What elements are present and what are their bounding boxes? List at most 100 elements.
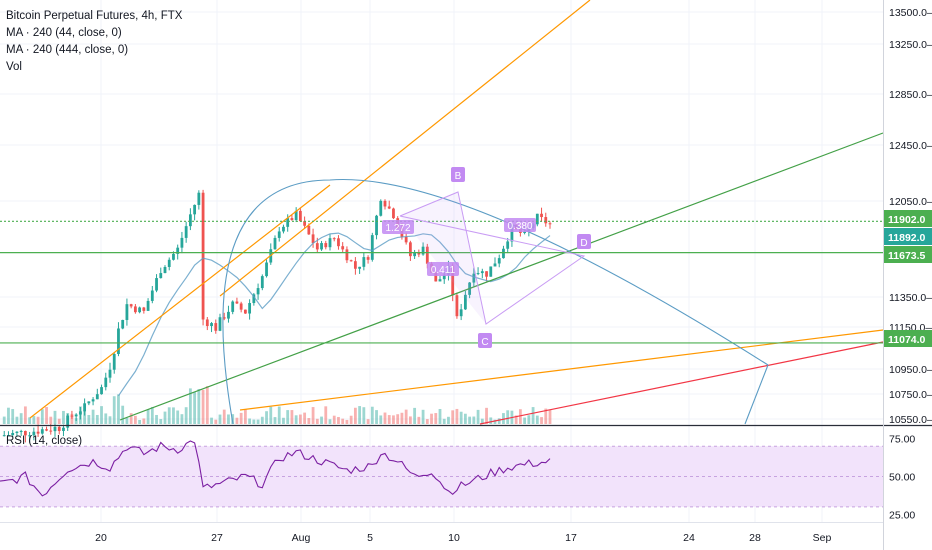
volume-bar xyxy=(531,407,535,424)
volume-bar xyxy=(23,406,27,424)
price-tag-label: 11074.0 xyxy=(888,334,926,346)
candle-body xyxy=(535,213,539,225)
candle-body xyxy=(227,311,230,319)
candle-body xyxy=(70,415,74,417)
harmonic-fill xyxy=(400,192,486,324)
candle-body xyxy=(341,246,345,250)
price-tag xyxy=(884,228,932,245)
volume-bar xyxy=(15,416,19,424)
volume-bar xyxy=(366,419,370,424)
candle-body xyxy=(53,426,57,432)
candle-body xyxy=(544,217,548,224)
ma-44-line xyxy=(117,232,551,397)
candle-body xyxy=(349,260,353,262)
volume-bar xyxy=(248,418,252,424)
price-tick-label: 13250.0— xyxy=(889,39,932,51)
volume-bar xyxy=(282,417,285,424)
volume-bar xyxy=(455,408,459,424)
volume-bar xyxy=(146,409,150,424)
volume-bar xyxy=(485,407,488,424)
volume-bar xyxy=(40,409,44,424)
price-tick-label: 12050.0— xyxy=(889,196,932,208)
candle-body xyxy=(62,427,65,431)
candle-body xyxy=(485,271,488,277)
candle-body xyxy=(184,226,188,238)
volume-bar xyxy=(214,419,218,424)
volume-bar xyxy=(163,411,167,424)
volume-bar xyxy=(493,419,497,424)
volume-bar xyxy=(210,417,213,424)
candle-body xyxy=(172,253,175,260)
volume-bar xyxy=(36,416,40,424)
candle-body xyxy=(375,215,378,236)
pattern-point-label: D xyxy=(580,238,587,249)
volume-bar xyxy=(345,419,349,424)
time-tick-label: 24 xyxy=(683,532,695,544)
volume-bar xyxy=(320,416,323,424)
volume-bar xyxy=(544,408,548,424)
candle-body xyxy=(417,252,421,255)
candle-body xyxy=(425,246,429,264)
volume-bar xyxy=(256,419,260,424)
candle-body xyxy=(87,401,91,404)
price-tag-label: 11892.0 xyxy=(888,232,926,244)
candle-body xyxy=(345,249,349,261)
volume-bar xyxy=(32,416,36,424)
rsi-tick-label: 25.00 xyxy=(889,509,915,521)
volume-bar xyxy=(506,410,510,424)
volume-bar xyxy=(341,418,345,424)
volume-bar xyxy=(95,414,99,424)
ma-444-label: MA · 240 (444, close, 0) xyxy=(6,44,129,56)
candle-body xyxy=(150,290,154,301)
pattern-point-c xyxy=(478,333,492,348)
candle-body xyxy=(121,319,125,329)
candle-body xyxy=(231,301,235,312)
volume-bar xyxy=(337,416,340,424)
volume-bar xyxy=(375,410,378,424)
candle-body xyxy=(451,265,455,296)
price-tag xyxy=(884,330,932,347)
candle-body xyxy=(273,237,277,250)
volume-bar xyxy=(53,410,57,424)
orange-channel-lower xyxy=(29,184,331,419)
time-tick-label: 17 xyxy=(565,532,577,544)
volume-bar xyxy=(260,416,264,424)
volume-bar xyxy=(548,409,552,424)
candle-body xyxy=(239,303,243,310)
volume-bar xyxy=(463,413,467,424)
volume-bar xyxy=(172,407,175,424)
candle-body xyxy=(142,307,146,311)
candle-body xyxy=(265,262,268,277)
rsi-tick-label: 50.00 xyxy=(889,472,915,484)
volume-bar xyxy=(28,417,32,424)
candle-body xyxy=(2,435,6,437)
candle-body xyxy=(138,307,142,313)
ratio-label: 0.380 xyxy=(507,221,532,232)
volume-bar xyxy=(239,412,243,424)
volume-bar xyxy=(235,417,239,424)
candle-body xyxy=(510,224,514,242)
candle-body xyxy=(442,274,446,280)
volume-bar xyxy=(298,414,302,424)
rsi-tick-label: 75.00 xyxy=(889,434,915,446)
volume-bar xyxy=(188,388,192,424)
candle-body xyxy=(23,430,27,436)
candle-body xyxy=(277,231,281,238)
volume-bar xyxy=(438,408,442,424)
volume-bar xyxy=(434,413,438,424)
volume-bar xyxy=(62,410,65,424)
candle-body xyxy=(159,273,163,279)
candle-body xyxy=(298,210,302,222)
volume-bar xyxy=(2,416,6,424)
volume-bar xyxy=(502,413,505,424)
volume-bar xyxy=(7,407,10,424)
candle-body xyxy=(358,266,362,269)
price-tag xyxy=(884,246,932,263)
volume-bar xyxy=(133,415,137,424)
candle-body xyxy=(163,267,167,274)
candle-body xyxy=(193,204,197,215)
orange-support-line xyxy=(239,329,884,411)
candle-body xyxy=(104,377,108,388)
volume-bar xyxy=(129,413,133,424)
